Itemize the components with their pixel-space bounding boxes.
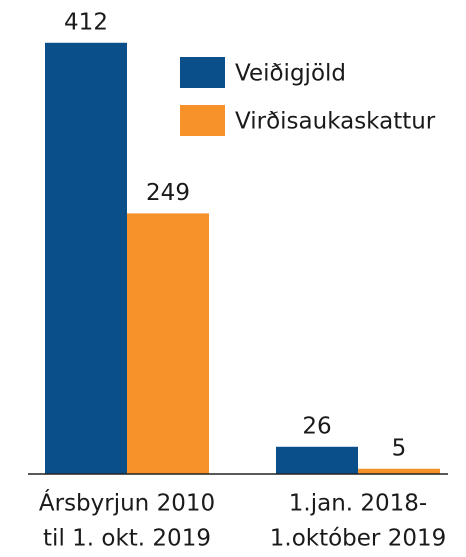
bar	[45, 42, 127, 474]
value-label: 5	[392, 435, 407, 461]
x-tick-label: Ársbyrjun 2010	[39, 489, 215, 517]
legend-swatch	[180, 57, 225, 88]
value-label: 26	[302, 413, 331, 439]
value-label: 249	[146, 180, 190, 206]
bar	[127, 213, 209, 474]
legend-swatch	[180, 105, 225, 136]
bar	[358, 468, 440, 474]
bar	[276, 446, 358, 474]
legend-label: Veiðigjöld	[235, 61, 346, 87]
x-tick-label: 1.jan. 2018-	[289, 491, 427, 517]
x-tick-label: 1.október 2019	[270, 526, 446, 552]
value-label: 412	[64, 9, 108, 35]
x-tick-label: til 1. okt. 2019	[43, 526, 211, 552]
legend-label: Virðisaukaskattur	[235, 109, 436, 135]
